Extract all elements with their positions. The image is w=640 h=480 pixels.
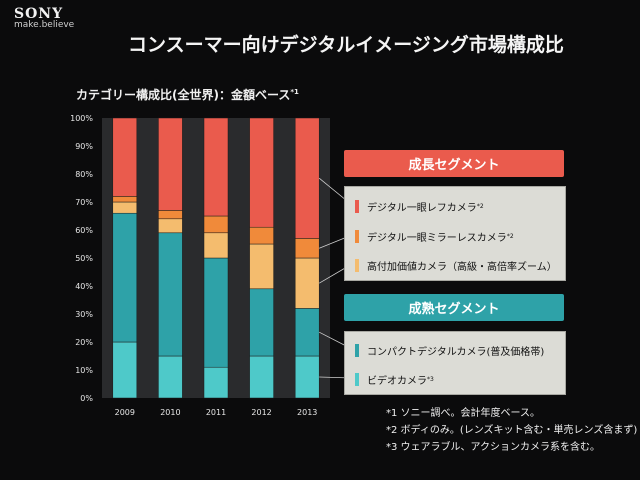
legend-label-dslr: デジタル一眼レフカメラ: [367, 199, 477, 214]
footnote-1: *1 ソニー調べ。会計年度ベース。: [386, 405, 637, 422]
bar-segment: [295, 356, 319, 398]
legend-swatch-compact: [355, 344, 359, 357]
bar-segment: [295, 258, 319, 308]
y-axis-ticks: 0% 10% 20% 30% 40% 50% 60% 70% 80% 90% 100%: [70, 114, 93, 403]
bar-segment: [113, 202, 137, 213]
bar-segment: [113, 118, 137, 196]
x-tick-label: 2011: [206, 408, 226, 417]
legend-note-mirrorless: *2: [507, 233, 514, 240]
bar-segment: [250, 289, 274, 356]
bar-segment: [250, 244, 274, 289]
bar-segment: [204, 216, 228, 233]
bar-segment: [204, 367, 228, 398]
y-tick-label: 80%: [75, 170, 93, 179]
x-axis-labels: 2009 2010 2011 2012 2013: [115, 408, 318, 417]
bar-segment: [204, 233, 228, 258]
bar-segment: [158, 210, 182, 218]
bar-segment: [250, 118, 274, 227]
legend-label-compact: コンパクトデジタルカメラ(普及価格帯): [367, 343, 544, 358]
x-tick-label: 2012: [251, 408, 271, 417]
bar-segment: [295, 118, 319, 238]
legend-item-compact: コンパクトデジタルカメラ(普及価格帯): [355, 342, 544, 358]
y-tick-label: 50%: [75, 254, 93, 263]
bar-segment: [158, 118, 182, 210]
legend-item-mirrorless: デジタル一眼ミラーレスカメラ *2: [355, 228, 514, 244]
bar-segment: [158, 219, 182, 233]
y-tick-label: 0%: [80, 394, 93, 403]
x-tick-label: 2010: [160, 408, 180, 417]
growth-segment-header: 成長セグメント: [344, 150, 564, 177]
legend-label-premium: 高付加価値カメラ（高級・高倍率ズーム）: [367, 258, 557, 273]
y-tick-label: 100%: [70, 114, 93, 123]
mature-legend-box: コンパクトデジタルカメラ(普及価格帯) ビデオカメラ *3: [344, 331, 566, 395]
y-tick-label: 20%: [75, 338, 93, 347]
bar-segment: [204, 258, 228, 367]
y-tick-label: 70%: [75, 198, 93, 207]
bar-segment: [158, 233, 182, 356]
growth-legend-box: デジタル一眼レフカメラ *2 デジタル一眼ミラーレスカメラ *2 高付加価値カメラ（…: [344, 186, 566, 281]
legend-swatch-dslr: [355, 200, 359, 213]
x-tick-label: 2013: [297, 408, 317, 417]
x-tick-label: 2009: [115, 408, 135, 417]
y-tick-label: 10%: [75, 366, 93, 375]
bar-segment: [295, 238, 319, 258]
bar-segment: [250, 356, 274, 398]
bar-segment: [295, 308, 319, 356]
bar-segment: [113, 213, 137, 342]
bar-segment: [113, 196, 137, 202]
legend-label-video: ビデオカメラ: [367, 372, 427, 387]
bar-segment: [158, 356, 182, 398]
y-tick-label: 60%: [75, 226, 93, 235]
legend-swatch-video: [355, 373, 359, 386]
footnote-2: *2 ボディのみ。(レンズキット含む・単売レンズ含まず): [386, 422, 637, 439]
legend-note-video: *3: [427, 376, 434, 383]
bar-segment: [204, 118, 228, 216]
mature-segment-header: 成熟セグメント: [344, 294, 564, 321]
bar-segment: [113, 342, 137, 398]
footnote-3: *3 ウェアラブル、アクションカメラ系を含む。: [386, 439, 637, 456]
y-tick-label: 90%: [75, 142, 93, 151]
legend-swatch-mirrorless: [355, 230, 359, 243]
footnotes: *1 ソニー調べ。会計年度ベース。 *2 ボディのみ。(レンズキット含む・単売レ…: [386, 405, 637, 456]
y-tick-label: 30%: [75, 310, 93, 319]
legend-item-dslr: デジタル一眼レフカメラ *2: [355, 198, 484, 214]
y-tick-label: 40%: [75, 282, 93, 291]
legend-note-dslr: *2: [477, 203, 484, 210]
bar-segment: [250, 227, 274, 244]
legend-swatch-premium: [355, 259, 359, 272]
legend-label-mirrorless: デジタル一眼ミラーレスカメラ: [367, 229, 507, 244]
legend-item-video: ビデオカメラ *3: [355, 371, 434, 387]
legend-item-premium: 高付加価値カメラ（高級・高倍率ズーム）: [355, 257, 557, 273]
